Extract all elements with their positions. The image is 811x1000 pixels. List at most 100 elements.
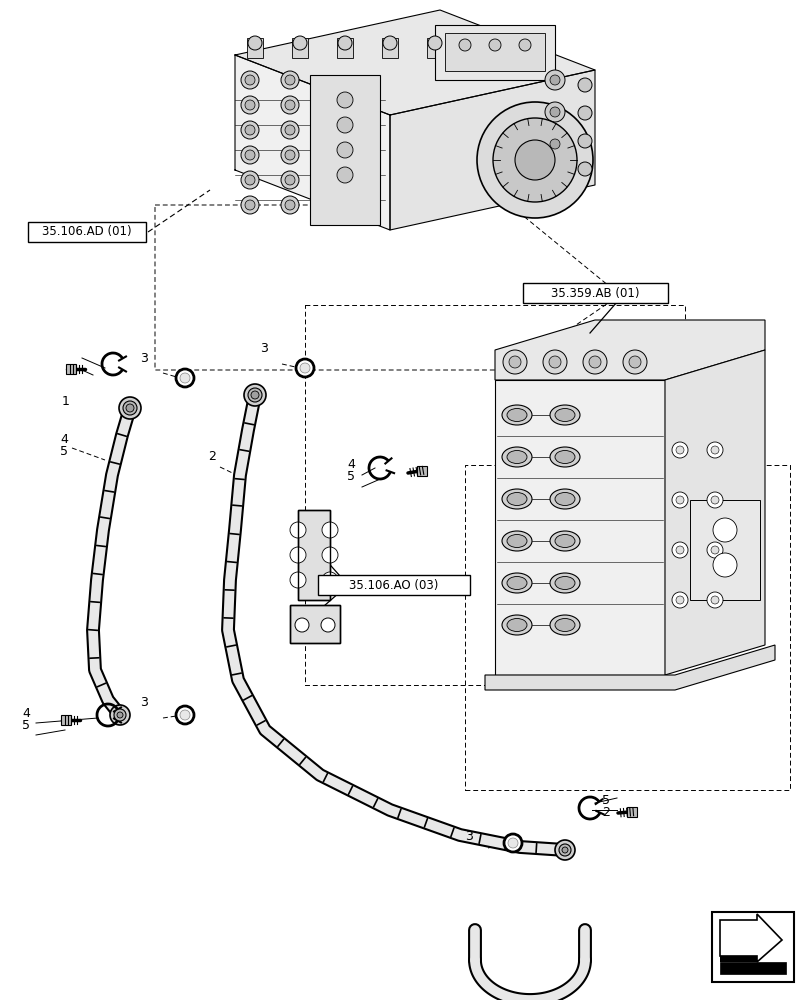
Circle shape [245,75,255,85]
Text: 35.106.AO (03): 35.106.AO (03) [349,578,438,591]
Circle shape [558,844,570,856]
Circle shape [710,446,718,454]
Circle shape [508,838,517,848]
Text: 2: 2 [601,806,609,819]
Polygon shape [495,380,664,675]
Circle shape [241,121,259,139]
Text: 2: 2 [208,450,216,463]
Circle shape [281,121,298,139]
Text: 3: 3 [140,696,148,709]
Circle shape [241,96,259,114]
Polygon shape [495,320,764,380]
Circle shape [290,522,306,538]
Bar [292,38,307,58]
Bar [28,222,146,242]
Circle shape [281,196,298,214]
Circle shape [549,107,560,117]
Circle shape [337,167,353,183]
Circle shape [281,171,298,189]
Ellipse shape [554,408,574,422]
Circle shape [492,118,577,202]
Circle shape [126,404,134,412]
Circle shape [285,125,294,135]
Ellipse shape [506,450,526,464]
Text: 4: 4 [22,707,30,720]
Circle shape [337,36,351,50]
Bar [61,715,71,725]
Circle shape [296,359,314,377]
Circle shape [518,39,530,51]
Ellipse shape [549,405,579,425]
Bar [435,25,554,80]
Circle shape [544,70,564,90]
Circle shape [427,36,441,50]
Circle shape [712,518,736,542]
Circle shape [243,384,266,406]
Bar [444,33,544,71]
Bar [689,500,759,600]
Circle shape [251,391,259,399]
Text: 1: 1 [62,395,70,408]
Polygon shape [234,55,389,230]
Circle shape [544,134,564,154]
Ellipse shape [554,450,574,464]
Circle shape [588,356,600,368]
Bar [381,38,397,58]
Circle shape [561,847,568,853]
Circle shape [488,39,500,51]
Ellipse shape [506,534,526,548]
Circle shape [245,125,255,135]
Circle shape [676,546,683,554]
Circle shape [622,350,646,374]
Text: 3: 3 [140,352,148,365]
Ellipse shape [549,447,579,467]
Circle shape [290,547,306,563]
Circle shape [119,397,141,419]
Circle shape [241,71,259,89]
Circle shape [548,356,560,368]
Circle shape [337,142,353,158]
Ellipse shape [501,489,531,509]
Bar [298,510,329,600]
Circle shape [245,200,255,210]
Circle shape [676,596,683,604]
Ellipse shape [554,492,574,506]
Circle shape [706,492,722,508]
Bar [522,283,667,303]
Ellipse shape [554,576,574,589]
Circle shape [337,117,353,133]
Circle shape [247,388,262,402]
Circle shape [554,840,574,860]
Polygon shape [389,70,594,230]
Bar [66,364,76,374]
Circle shape [285,150,294,160]
Circle shape [337,92,353,108]
Ellipse shape [501,447,531,467]
Ellipse shape [549,615,579,635]
Circle shape [245,150,255,160]
Text: 5: 5 [60,445,68,458]
Text: 35.106.AD (01): 35.106.AD (01) [42,226,131,238]
Circle shape [383,36,397,50]
Circle shape [577,134,591,148]
Circle shape [710,596,718,604]
Ellipse shape [506,576,526,589]
Circle shape [672,442,687,458]
Circle shape [543,350,566,374]
Circle shape [122,401,137,415]
Circle shape [294,618,309,632]
Circle shape [290,572,306,588]
Circle shape [285,100,294,110]
Circle shape [577,106,591,120]
Circle shape [281,71,298,89]
Polygon shape [484,645,774,690]
Bar [290,605,340,643]
Circle shape [285,200,294,210]
Circle shape [322,547,337,563]
Polygon shape [719,914,781,962]
Circle shape [241,171,259,189]
Bar [247,38,263,58]
Circle shape [117,712,122,718]
Text: 5: 5 [601,794,609,807]
Circle shape [299,363,310,373]
